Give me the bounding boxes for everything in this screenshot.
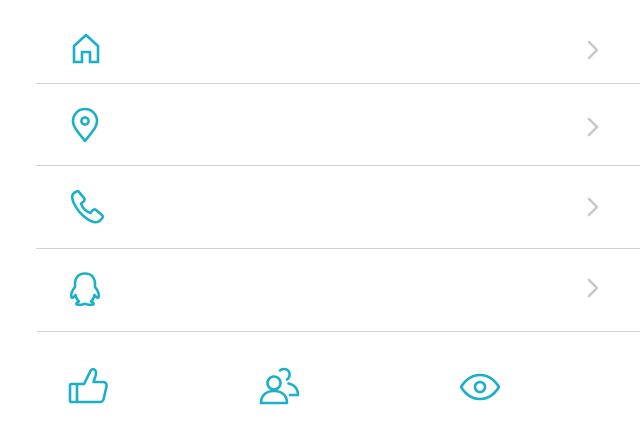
views-button[interactable] bbox=[457, 364, 503, 410]
list-item-home[interactable] bbox=[0, 8, 640, 84]
location-pin-icon bbox=[67, 107, 103, 144]
users-icon bbox=[259, 367, 300, 405]
divider bbox=[36, 83, 640, 84]
divider bbox=[36, 248, 640, 249]
list-item-phone[interactable] bbox=[0, 166, 640, 248]
chevron-right-icon bbox=[584, 197, 602, 217]
divider bbox=[36, 165, 640, 166]
eye-icon bbox=[459, 373, 501, 401]
bottom-action-bar bbox=[0, 346, 640, 426]
chevron-right-icon bbox=[584, 278, 602, 298]
home-icon bbox=[68, 30, 104, 66]
chevron-right-icon bbox=[584, 40, 602, 60]
list-item-location[interactable] bbox=[0, 84, 640, 165]
qq-penguin-icon bbox=[67, 271, 103, 307]
divider bbox=[37, 331, 640, 332]
phone-icon bbox=[69, 189, 105, 225]
thumbs-up-icon bbox=[68, 367, 108, 404]
like-button[interactable] bbox=[66, 364, 112, 410]
chevron-right-icon bbox=[584, 117, 602, 137]
list-item-qq[interactable] bbox=[0, 249, 640, 331]
users-button[interactable] bbox=[257, 364, 303, 410]
